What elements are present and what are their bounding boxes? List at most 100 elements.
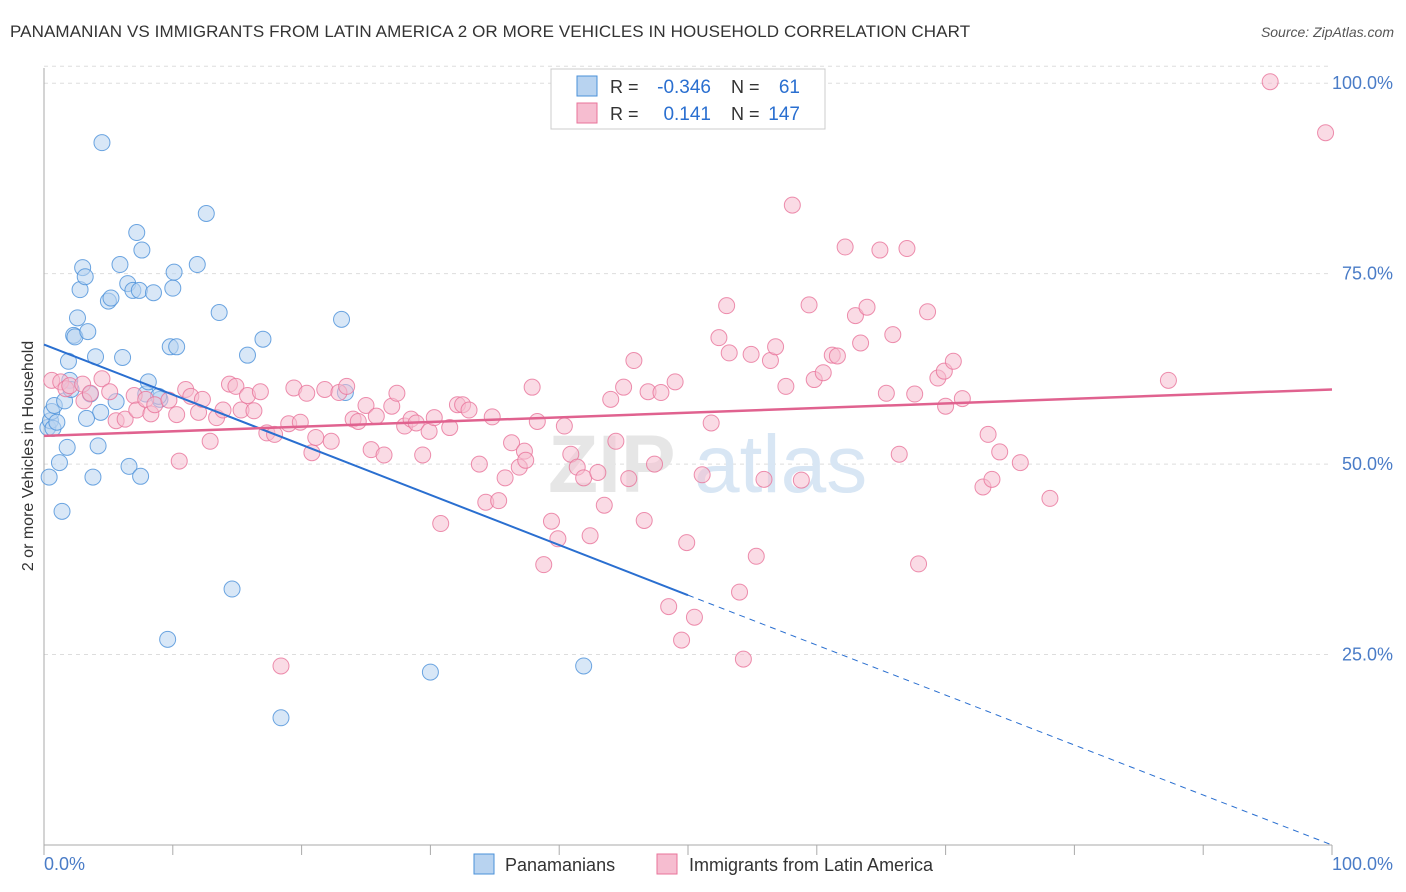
y-tick-label-1: 50.0% — [1342, 454, 1393, 474]
latin-america-point-67 — [490, 492, 508, 510]
latin-america-point-47 — [357, 396, 375, 414]
legend-bottom-label-pink: Immigrants from Latin America — [689, 855, 934, 875]
panamanian-point-24 — [89, 437, 107, 455]
panamanian-point-1 — [40, 468, 58, 486]
latin-america-point-128 — [910, 555, 928, 573]
latin-america-point-68 — [496, 469, 514, 487]
latin-america-point-129 — [919, 303, 937, 321]
panamanian-point-41 — [144, 284, 162, 302]
panamanian-point-58 — [575, 657, 593, 675]
panamanian-point-52 — [239, 346, 257, 364]
panamanian-point-37 — [132, 467, 150, 485]
legend-bottom-label-blue: Panamanians — [505, 855, 615, 875]
latin-america-point-46 — [349, 412, 367, 430]
panamanian-point-25 — [92, 403, 110, 421]
gridlines — [44, 65, 1332, 656]
y-axis-label: 2 or more Vehicles in Household — [20, 341, 37, 571]
latin-america-point-139 — [1011, 454, 1029, 472]
latin-america-point-136 — [979, 425, 997, 443]
panamanian-point-50 — [210, 304, 228, 322]
watermark: ZIP atlas — [548, 419, 867, 510]
panamanian-point-46 — [165, 263, 183, 281]
latin-america-point-60 — [441, 419, 459, 437]
latin-america-point-44 — [338, 377, 356, 395]
latin-america-point-99 — [702, 414, 720, 432]
latin-america-point-140 — [1041, 489, 1059, 507]
y-tick-label-3: 100.0% — [1332, 73, 1393, 93]
latin-america-point-31 — [251, 383, 269, 401]
latin-america-point-84 — [602, 390, 620, 408]
latin-america-point-123 — [877, 384, 895, 402]
x-tick-label-max: 100.0% — [1332, 854, 1393, 874]
latin-america-point-83 — [595, 496, 613, 514]
panamanian-point-6 — [48, 413, 66, 431]
trend-line-panamanians — [43, 343, 689, 597]
latin-america-point-27 — [227, 377, 245, 395]
latin-america-point-7 — [93, 370, 111, 388]
latin-america-point-117 — [828, 347, 846, 365]
latin-america-point-50 — [375, 446, 393, 464]
chart-title: PANAMANIAN VS IMMIGRANTS FROM LATIN AMER… — [10, 22, 971, 41]
latin-america-point-18 — [170, 452, 188, 470]
panamanian-point-16 — [68, 309, 86, 327]
latin-america-point-115 — [814, 364, 832, 382]
legend-swatch-pink — [576, 102, 598, 124]
latin-america-point-138 — [991, 443, 1009, 461]
panamanian-point-35 — [128, 224, 146, 242]
x-tick-label-min: 0.0% — [44, 854, 85, 874]
legend-n-label-1: N = — [731, 77, 760, 97]
latin-america-point-94 — [666, 373, 684, 391]
latin-america-point-59 — [432, 515, 450, 533]
legend-n-label-2: N = — [731, 104, 760, 124]
chart-source: Source: ZipAtlas.com — [1260, 24, 1394, 40]
legend-r-label-1: R = — [610, 77, 639, 97]
latin-america-point-73 — [528, 412, 546, 430]
panamanian-point-45 — [164, 279, 182, 297]
latin-america-point-96 — [678, 534, 696, 552]
latin-america-point-125 — [890, 445, 908, 463]
panamanian-point-60 — [78, 409, 96, 427]
panamanian-point-36 — [130, 281, 148, 299]
latin-america-point-111 — [783, 196, 801, 214]
latin-america-point-124 — [884, 326, 902, 344]
y-tick-label-2: 75.0% — [1342, 264, 1393, 284]
panamanian-point-10 — [58, 438, 76, 456]
latin-america-point-104 — [734, 650, 752, 668]
panamanian-point-20 — [79, 323, 97, 341]
latin-america-point-6 — [81, 384, 99, 402]
latin-america-point-112 — [792, 471, 810, 489]
watermark-atlas: atlas — [694, 419, 867, 510]
panamanian-point-38 — [133, 241, 151, 259]
latin-america-point-109 — [767, 338, 785, 356]
latin-america-point-85 — [607, 432, 625, 450]
latin-america-point-102 — [720, 344, 738, 362]
latin-america-point-91 — [646, 455, 664, 473]
latin-america-point-56 — [414, 446, 432, 464]
latin-america-point-30 — [245, 402, 263, 420]
legend-bottom-swatch-pink — [656, 853, 678, 875]
latin-america-point-77 — [555, 417, 573, 435]
panamanian-point-43 — [159, 630, 177, 648]
legend-n-value-2: 147 — [768, 104, 800, 125]
latin-america-point-38 — [298, 384, 316, 402]
latin-america-point-80 — [575, 469, 593, 487]
latin-america-point-82 — [589, 463, 607, 481]
latin-america-point-52 — [388, 384, 406, 402]
latin-america-point-95 — [673, 631, 691, 649]
latin-america-point-103 — [731, 583, 749, 601]
latin-america-point-40 — [307, 428, 325, 446]
latin-america-point-41 — [316, 380, 334, 398]
latin-america-point-8 — [101, 383, 119, 401]
latin-america-point-105 — [742, 345, 760, 363]
latin-america-point-34 — [272, 657, 290, 675]
latin-america-point-22 — [193, 390, 211, 408]
legend-bottom-swatch-blue — [473, 853, 495, 875]
latin-america-point-121 — [858, 298, 876, 316]
panamanian-point-26 — [93, 134, 111, 152]
latin-america-point-142 — [1261, 73, 1279, 91]
latin-america-point-106 — [747, 547, 765, 565]
y-tick-label-0: 25.0% — [1342, 645, 1393, 665]
latin-america-point-144 — [517, 451, 535, 469]
latin-america-point-141 — [1159, 371, 1177, 389]
